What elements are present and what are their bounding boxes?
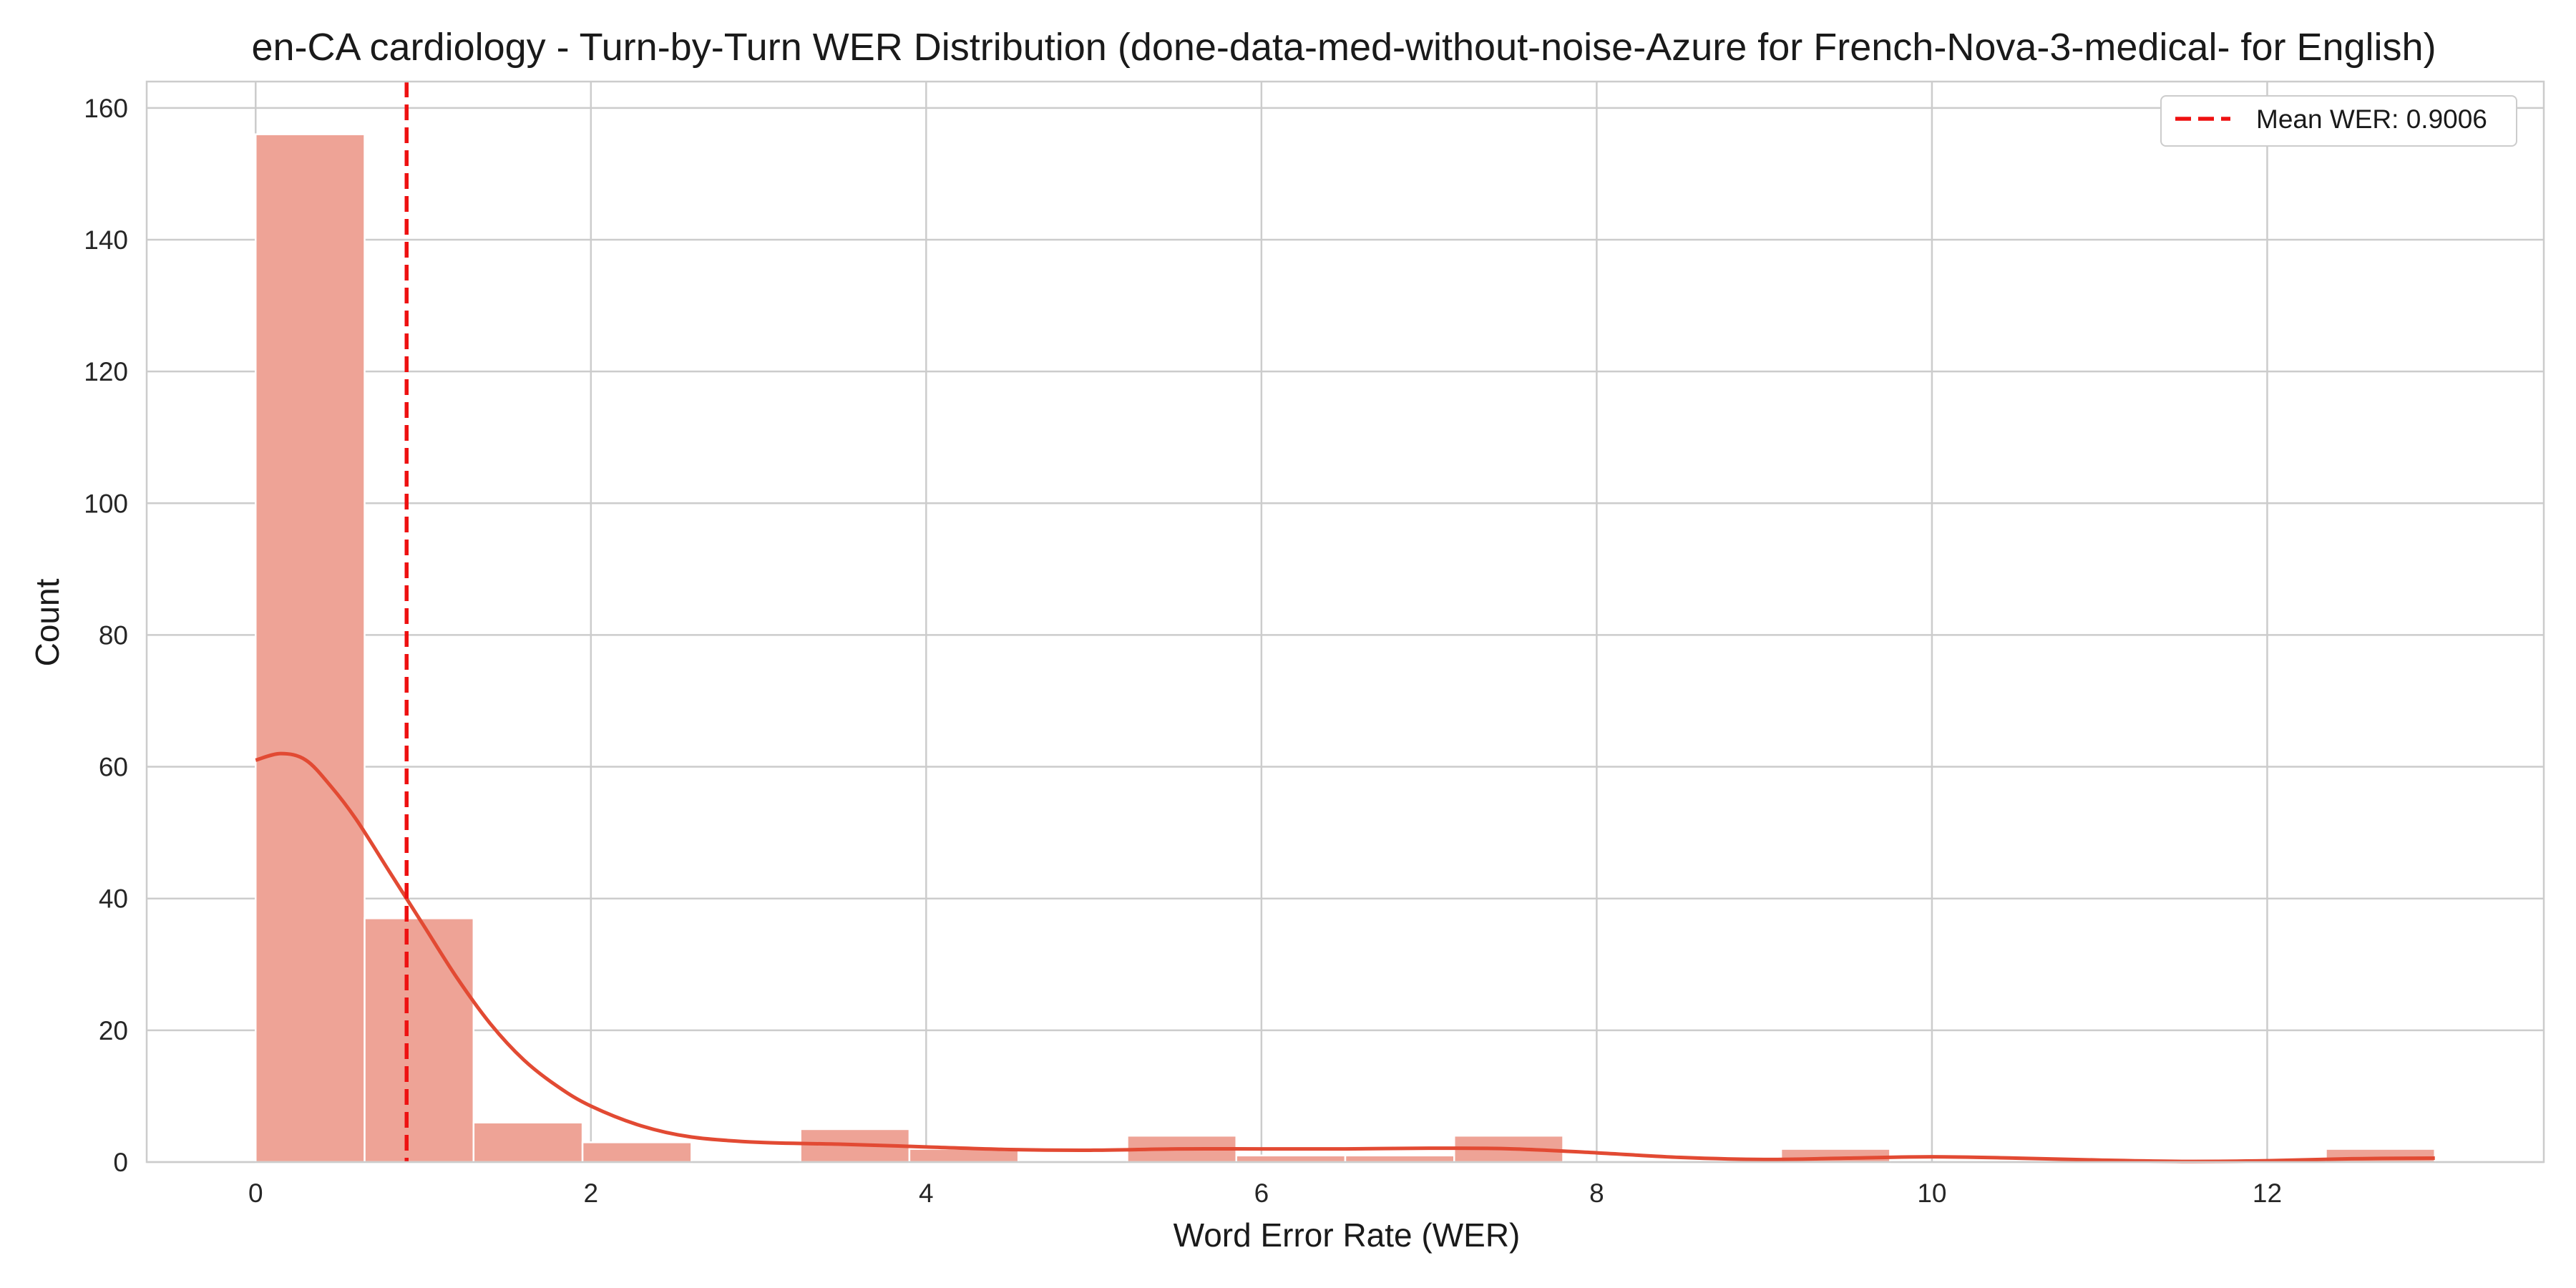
y-tick-label: 40: [99, 884, 128, 914]
y-tick-label: 120: [84, 357, 128, 386]
grid: [147, 82, 2544, 1163]
x-tick-label: 4: [919, 1179, 934, 1208]
x-tick-label: 12: [2253, 1179, 2282, 1208]
y-tick-label: 160: [84, 94, 128, 123]
histogram-bar: [581, 1141, 693, 1163]
histogram-bars: [255, 133, 2436, 1163]
histogram-bar: [1235, 1154, 1347, 1163]
legend-mean-label: Mean WER: 0.9006: [2256, 104, 2487, 134]
kde-curve: [255, 751, 2435, 1163]
y-tick-label: 20: [99, 1016, 128, 1045]
plot-frame: [145, 80, 2545, 1163]
x-tick-label: 2: [584, 1179, 599, 1208]
y-tick-label: 80: [99, 620, 128, 650]
y-tick-label: 140: [84, 225, 128, 255]
x-tick-label: 10: [1917, 1179, 1946, 1208]
histogram-bar: [255, 133, 366, 1163]
legend: Mean WER: 0.9006: [2160, 95, 2517, 147]
histogram-bar: [472, 1121, 584, 1163]
y-axis-label: Count: [29, 578, 66, 666]
x-tick-label: 6: [1254, 1179, 1269, 1208]
histogram-bar: [1344, 1154, 1455, 1163]
histogram-bar: [364, 917, 475, 1163]
x-tick-label: 0: [248, 1179, 263, 1208]
y-tick-label: 60: [99, 753, 128, 782]
x-axis-label: Word Error Rate (WER): [1174, 1216, 1521, 1254]
y-tick-label: 100: [84, 489, 128, 518]
chart-title: en-CA cardiology - Turn-by-Turn WER Dist…: [251, 26, 2436, 69]
x-tick-label: 8: [1589, 1179, 1604, 1208]
y-tick-label: 0: [113, 1148, 128, 1177]
legend-box: [2160, 95, 2517, 147]
